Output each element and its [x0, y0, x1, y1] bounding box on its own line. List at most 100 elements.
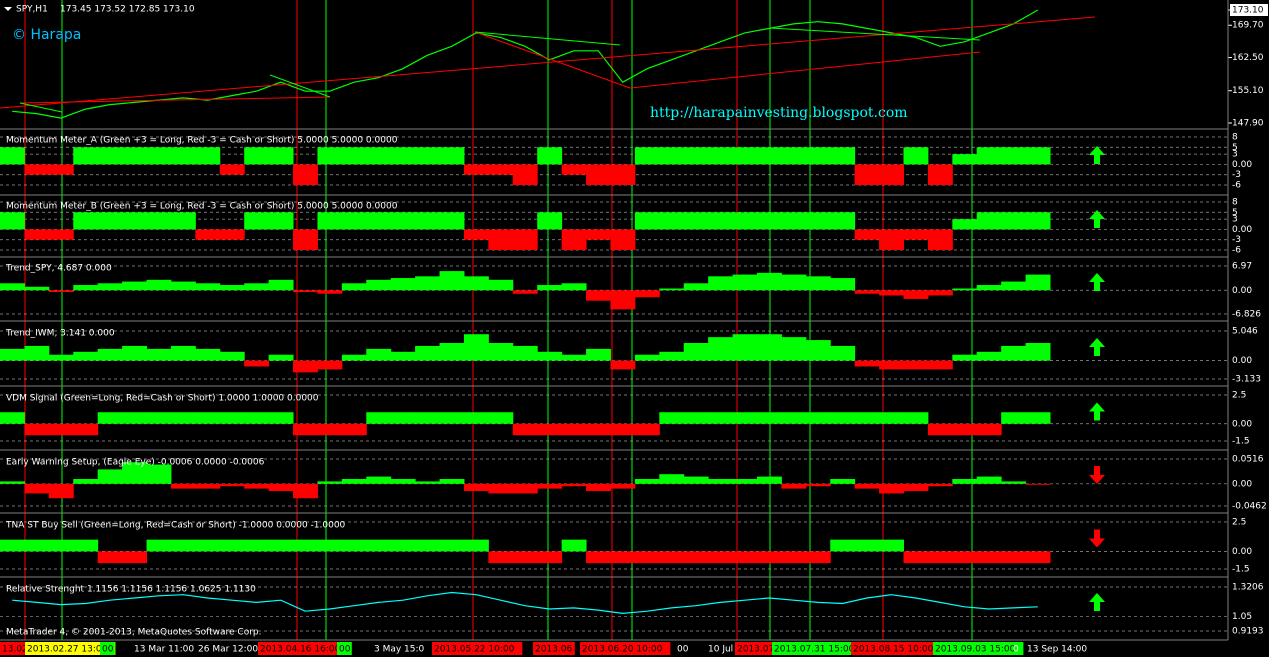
indicator-line — [12, 591, 1038, 615]
histogram-bar — [586, 551, 611, 564]
y-tick-label: 169.70 — [1232, 21, 1264, 31]
histogram-bar — [463, 412, 489, 424]
histogram-bar — [219, 285, 245, 291]
histogram-bar — [683, 343, 709, 361]
histogram-bar — [73, 351, 99, 361]
y-tick-label: 0.00 — [1232, 479, 1252, 489]
histogram-bar — [48, 354, 74, 361]
histogram-bar — [537, 212, 563, 230]
histogram-bar — [73, 147, 99, 165]
histogram-bar — [0, 147, 25, 165]
histogram-bar — [537, 551, 563, 564]
y-tick-label: 0.00 — [1232, 286, 1252, 296]
histogram-bar — [708, 276, 734, 291]
time-label: 10 Jul — [708, 645, 733, 655]
histogram-bar — [244, 412, 270, 424]
histogram-bar — [756, 476, 782, 484]
time-label-bg — [580, 642, 671, 655]
histogram-bar — [1001, 281, 1027, 291]
time-label-bg — [533, 642, 575, 655]
y-tick-label: 3 — [1232, 150, 1238, 160]
histogram-bar — [122, 551, 148, 564]
histogram-bar — [708, 337, 734, 361]
histogram-bar — [73, 423, 99, 436]
histogram-bar — [390, 147, 416, 165]
y-tick-label: 155.10 — [1232, 86, 1264, 96]
histogram-bar — [97, 283, 123, 291]
histogram-bar — [781, 212, 807, 230]
histogram-bar — [976, 551, 1002, 564]
y-tick-label: -3.133 — [1232, 375, 1261, 385]
histogram-bar — [708, 478, 734, 484]
histogram-bar — [952, 219, 978, 230]
histogram-bar — [170, 212, 196, 230]
histogram-bar — [317, 290, 343, 294]
time-label: 2013.06.20 10:00 — [582, 645, 663, 655]
histogram-bar — [170, 147, 196, 165]
histogram-bar — [341, 478, 367, 484]
panel-title: TNA ST Buy Sell (Green=Long, Red=Cash or… — [5, 521, 346, 531]
time-label: 13 Sep 14:00 — [1027, 645, 1087, 655]
histogram-bar — [24, 164, 50, 175]
histogram-bar — [170, 281, 196, 291]
histogram-bar — [463, 334, 489, 361]
histogram-bar — [24, 286, 50, 291]
time-label: 2013.05.22 10:00 — [434, 645, 515, 655]
footer: MetaTrader 4, © 2001-2013, MetaQuotes So… — [6, 628, 262, 638]
histogram-bar — [146, 464, 172, 484]
histogram-bar — [732, 478, 758, 484]
histogram-bar — [903, 412, 929, 424]
y-tick-label: -6.826 — [1232, 310, 1261, 320]
histogram-bar — [0, 283, 25, 291]
histogram-bar — [610, 290, 636, 310]
histogram-bar — [341, 212, 367, 230]
quote: 173.45 173.52 172.85 173.10 — [60, 5, 195, 15]
histogram-bar — [561, 283, 587, 291]
signal-arrow — [1089, 466, 1105, 484]
histogram-bar — [122, 462, 148, 484]
histogram-bar — [879, 164, 904, 185]
histogram-bar — [366, 212, 392, 230]
panel-title: Trend_SPY, 4.687 0.000 — [5, 264, 112, 274]
histogram-bar — [97, 348, 123, 361]
trend-line — [474, 31, 631, 89]
signal-arrow — [1089, 146, 1105, 164]
histogram-bar — [512, 290, 538, 294]
histogram-bar — [586, 348, 611, 361]
histogram-bar — [805, 147, 831, 165]
histogram-bar — [952, 288, 978, 291]
histogram-bar — [219, 412, 245, 424]
histogram-bar — [390, 412, 416, 424]
histogram-bar — [48, 290, 74, 292]
histogram-bar — [244, 360, 270, 367]
trend-line — [769, 27, 981, 41]
histogram-bar — [708, 412, 734, 424]
y-tick-label: 8 — [1232, 198, 1238, 208]
histogram-bar — [195, 283, 221, 291]
histogram-bar — [512, 551, 538, 564]
signal-arrow — [1089, 210, 1105, 228]
histogram-bar — [756, 147, 782, 165]
histogram-bar — [976, 351, 1002, 361]
y-tick-label: 0.9193 — [1232, 627, 1264, 637]
y-tick-label: -1.5 — [1232, 565, 1250, 575]
histogram-bar — [170, 345, 196, 361]
y-tick-label: 0.00 — [1232, 160, 1252, 170]
histogram-bar — [976, 476, 1002, 484]
histogram-bar — [1025, 212, 1051, 230]
histogram-bar — [976, 147, 1002, 165]
histogram-bar — [415, 147, 441, 165]
histogram-bar — [879, 290, 904, 296]
histogram-bar — [1001, 212, 1027, 230]
histogram-bar — [879, 483, 904, 494]
time-label: 00 — [339, 645, 351, 655]
signal-arrow — [1089, 593, 1105, 611]
y-tick-label: 8 — [1232, 133, 1238, 143]
histogram-bar — [0, 481, 25, 484]
histogram-bar — [293, 483, 318, 499]
histogram-bar — [146, 147, 172, 165]
histogram-bar — [463, 483, 489, 492]
histogram-bar — [488, 164, 514, 175]
histogram-bar — [805, 212, 831, 230]
histogram-bar — [73, 285, 99, 291]
